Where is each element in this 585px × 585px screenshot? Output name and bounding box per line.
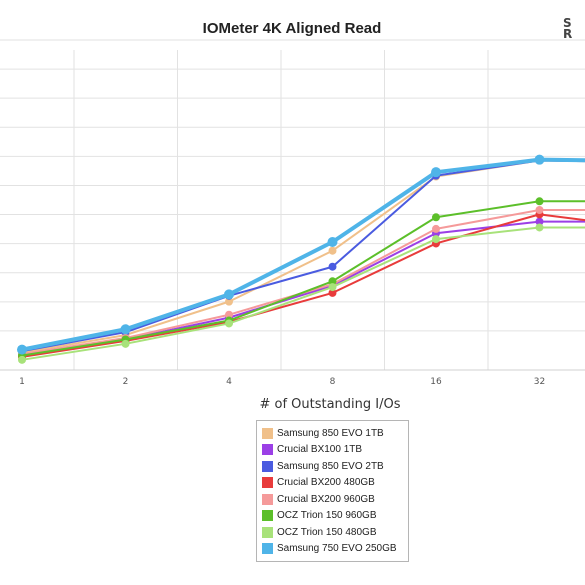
legend-label: OCZ Trion 150 960GB bbox=[277, 510, 377, 522]
legend-label: Crucial BX100 1TB bbox=[277, 444, 363, 456]
legend-item: Samsung 750 EVO 250GB bbox=[262, 541, 408, 558]
data-point bbox=[535, 217, 544, 226]
legend-item: OCZ Trion 150 480GB bbox=[262, 524, 408, 541]
legend-swatch bbox=[262, 427, 273, 439]
data-point bbox=[225, 310, 233, 319]
x-tick-label: 32 bbox=[534, 377, 545, 387]
data-point bbox=[535, 197, 544, 206]
data-point bbox=[328, 283, 337, 292]
data-point bbox=[327, 237, 338, 247]
data-point bbox=[225, 319, 233, 328]
legend-swatch bbox=[262, 510, 273, 522]
legend-label: Crucial BX200 960GB bbox=[277, 493, 375, 505]
grid bbox=[0, 39, 585, 371]
data-point bbox=[120, 324, 131, 335]
data-point bbox=[328, 288, 337, 297]
x-axis-label: # of Outstanding I/Os bbox=[259, 397, 400, 412]
series-ocz-trion-150-960gb bbox=[18, 197, 585, 360]
data-point bbox=[535, 206, 544, 214]
data-point bbox=[432, 213, 440, 222]
legend-swatch bbox=[262, 477, 273, 489]
data-point bbox=[431, 167, 441, 178]
data-point bbox=[224, 289, 234, 300]
legend-swatch bbox=[262, 543, 273, 555]
legend-swatch bbox=[262, 493, 273, 505]
series-lines bbox=[17, 154, 585, 364]
legend-swatch bbox=[262, 460, 273, 472]
data-point bbox=[328, 277, 337, 286]
data-point bbox=[432, 224, 440, 233]
series-samsung-750-evo-250gb bbox=[17, 154, 585, 355]
series-line bbox=[21, 157, 585, 352]
legend-swatch bbox=[262, 526, 273, 538]
data-point bbox=[328, 246, 337, 255]
data-point bbox=[225, 297, 233, 306]
data-point bbox=[432, 235, 440, 244]
legend-label: OCZ Trion 150 480GB bbox=[277, 526, 377, 538]
x-tick-label: 1 bbox=[19, 377, 25, 387]
legend: Samsung 850 EVO 1TB Crucial BX100 1TB Sams… bbox=[256, 420, 409, 562]
x-tick-labels: 1248163264 bbox=[19, 377, 545, 387]
data-point bbox=[328, 262, 337, 271]
legend-label: Crucial BX200 480GB bbox=[277, 477, 375, 489]
x-tick-label: 16 bbox=[430, 377, 442, 387]
legend-item: Samsung 850 EVO 1TB bbox=[262, 425, 408, 442]
legend-item: OCZ Trion 150 960GB bbox=[262, 508, 408, 525]
series-ocz-trion-150-480gb bbox=[18, 223, 585, 364]
legend-item: Crucial BX200 960GB bbox=[262, 491, 408, 508]
data-point bbox=[121, 339, 130, 348]
x-tick-label: 8 bbox=[330, 377, 336, 387]
legend-item: Crucial BX200 480GB bbox=[262, 475, 408, 492]
x-tick-label: 4 bbox=[226, 377, 232, 387]
data-point bbox=[18, 355, 26, 364]
legend-label: Samsung 850 EVO 2TB bbox=[277, 460, 384, 472]
legend-item: Samsung 850 EVO 2TB bbox=[262, 458, 408, 475]
data-point bbox=[17, 344, 27, 355]
chart-title: IOMeter 4K Aligned Read bbox=[203, 20, 382, 37]
legend-swatch bbox=[262, 444, 273, 456]
data-point bbox=[535, 223, 544, 232]
legend-item: Crucial BX100 1TB bbox=[262, 442, 408, 459]
legend-label: Samsung 750 EVO 250GB bbox=[277, 543, 397, 555]
legend-label: Samsung 850 EVO 1TB bbox=[277, 427, 384, 439]
data-point bbox=[534, 154, 545, 165]
x-tick-label: 2 bbox=[123, 377, 129, 387]
